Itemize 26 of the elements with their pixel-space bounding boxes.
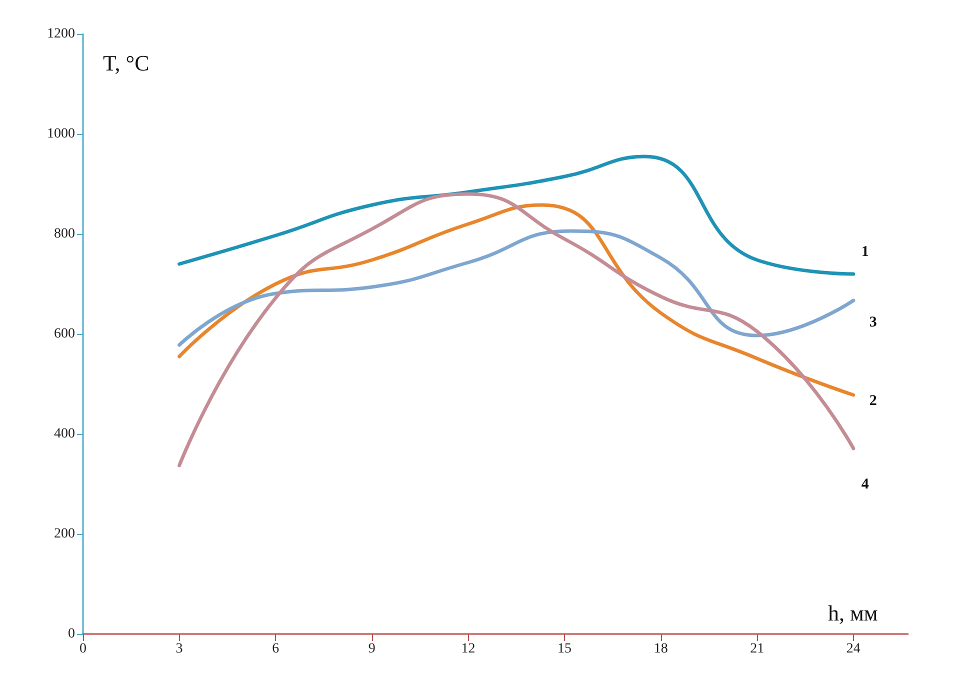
series-label: 3 [869, 314, 877, 330]
x-tick-label: 6 [272, 642, 280, 656]
x-tick-label: 12 [461, 642, 476, 656]
y-tick-label: 0 [68, 626, 75, 642]
line-series [178, 203, 856, 397]
line-series [178, 154, 856, 276]
x-tick-label: 3 [176, 642, 183, 656]
x-tick-label: 0 [80, 642, 86, 656]
y-tick-label: 1000 [47, 126, 75, 142]
y-tick-label: 800 [54, 226, 75, 242]
y-tick-label: 200 [54, 526, 75, 542]
y-axis-title: T, °C [103, 50, 150, 76]
series-label: 2 [869, 393, 877, 409]
series-label: 4 [861, 476, 870, 492]
x-tick-label: 24 [846, 642, 860, 656]
x-axis-title: h, мм [828, 600, 878, 626]
x-tick-label: 9 [368, 642, 376, 656]
line-series [178, 229, 856, 347]
x-tick-label: 15 [558, 642, 572, 656]
series-label: 1 [861, 244, 869, 260]
y-tick-label: 1200 [47, 26, 75, 42]
x-tick-label: 18 [654, 642, 668, 656]
y-tick-label: 600 [54, 326, 75, 342]
x-tick-label: 21 [750, 642, 764, 656]
line-series [178, 192, 856, 468]
y-tick-label: 400 [54, 426, 75, 442]
